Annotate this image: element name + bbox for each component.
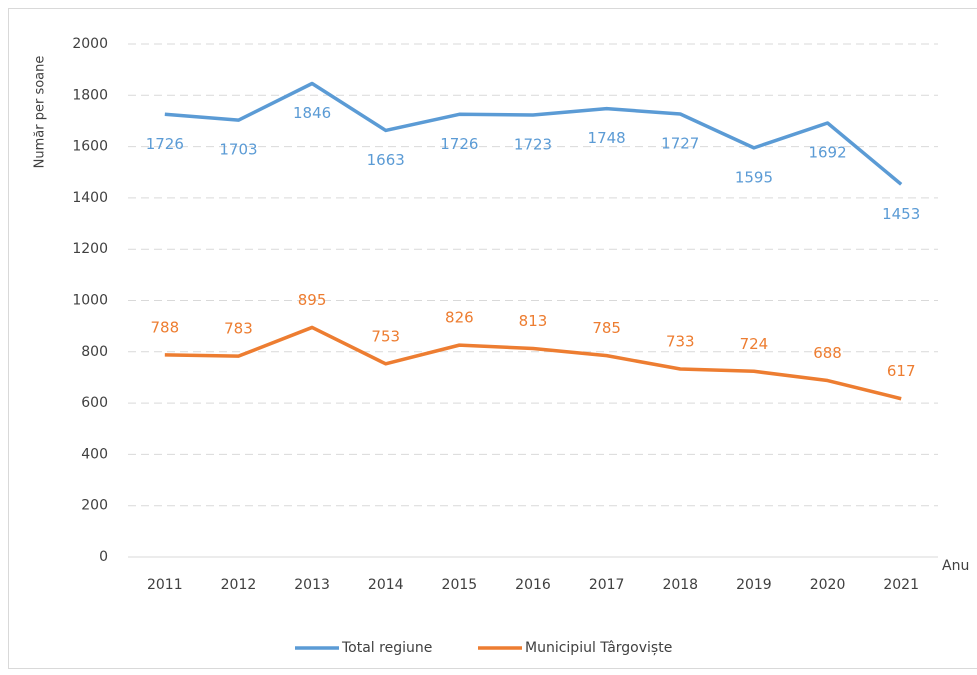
data-label: 688 (813, 344, 842, 362)
y-tick-label: 1000 (72, 293, 108, 309)
data-label: 724 (740, 335, 769, 353)
x-tick-label: 2016 (515, 577, 551, 593)
x-tick-label: 2017 (589, 577, 625, 593)
data-label: 788 (150, 318, 179, 336)
x-tick-label: 2012 (221, 577, 257, 593)
x-tick-label: 2021 (883, 577, 919, 593)
data-label: 1723 (514, 136, 552, 154)
x-tick-label: 2013 (294, 577, 330, 593)
data-label: 1748 (588, 129, 626, 147)
chart-frame (8, 8, 977, 669)
data-label: 1663 (367, 151, 405, 169)
data-label: 617 (887, 362, 916, 380)
data-label: 1726 (146, 135, 184, 153)
x-tick-label: 2020 (810, 577, 846, 593)
legend-label: Municipiul Târgoviște (525, 640, 672, 656)
data-label: 783 (224, 320, 253, 338)
x-tick-label: 2011 (147, 577, 183, 593)
data-label: 813 (519, 312, 548, 330)
y-tick-label: 200 (81, 498, 108, 514)
data-label: 733 (666, 332, 695, 350)
series-line (164, 81, 903, 186)
x-axis-title: Anu (942, 558, 969, 574)
y-axis-title: Număr per soane (33, 56, 48, 169)
data-label: 1595 (735, 168, 773, 186)
data-label: 753 (371, 327, 400, 345)
y-tick-label: 1600 (72, 139, 108, 155)
data-label: 1703 (219, 141, 257, 159)
y-tick-label: 1200 (72, 241, 108, 257)
x-tick-label: 2019 (736, 577, 772, 593)
x-tick-label: 2018 (662, 577, 698, 593)
data-label: 1846 (293, 104, 331, 122)
data-label: 1453 (882, 205, 920, 223)
y-tick-label: 1400 (72, 190, 108, 206)
x-tick-label: 2015 (442, 577, 478, 593)
data-label: 895 (298, 291, 327, 309)
y-tick-label: 2000 (72, 36, 108, 52)
legend-label: Total regiune (341, 640, 432, 656)
data-label: 826 (445, 309, 474, 327)
data-label: 785 (592, 319, 621, 337)
y-tick-label: 400 (81, 446, 108, 462)
y-tick-label: 1800 (72, 87, 108, 103)
series-line (164, 325, 902, 401)
data-label: 1727 (661, 135, 699, 153)
data-label: 1692 (808, 144, 846, 162)
y-tick-label: 800 (81, 344, 108, 360)
y-tick-label: 0 (99, 549, 108, 565)
x-tick-label: 2014 (368, 577, 404, 593)
y-tick-label: 600 (81, 395, 108, 411)
data-label: 1726 (440, 135, 478, 153)
